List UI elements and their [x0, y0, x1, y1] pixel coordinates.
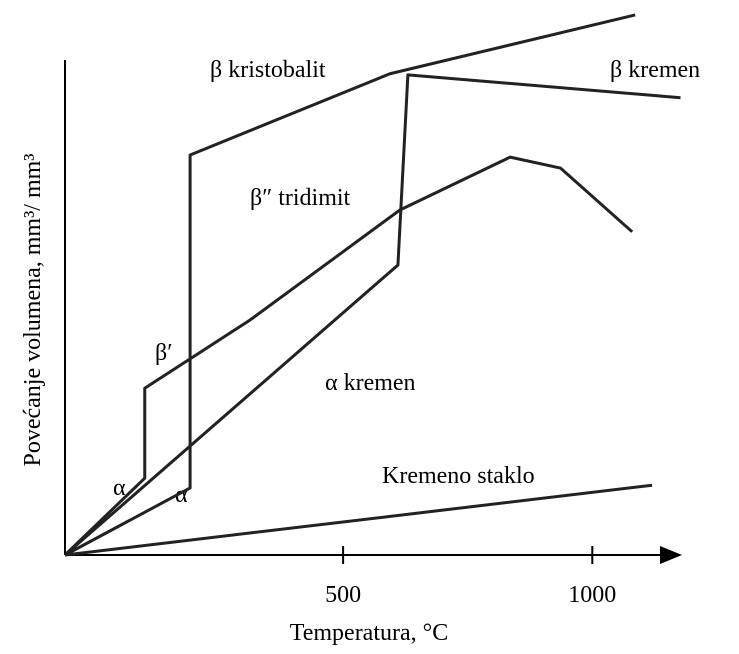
- x-axis-label: Temperatura, °C: [290, 620, 449, 646]
- x-tick-label: 1000: [568, 582, 616, 608]
- annotation: β kremen: [610, 57, 700, 83]
- annotation: α: [175, 482, 188, 508]
- annotation: Kremeno staklo: [382, 463, 535, 489]
- line: [63, 155, 634, 557]
- y-axis-label: Povećanje volumena, mm³/ mm³: [20, 154, 46, 467]
- annotation: β′: [155, 340, 172, 366]
- annotation: α kremen: [325, 370, 416, 396]
- x-tick-label: 500: [325, 582, 361, 608]
- line: [64, 13, 636, 557]
- line: [64, 73, 681, 557]
- line: [64, 483, 653, 557]
- annotation: α: [113, 475, 126, 501]
- annotation: β kristobalit: [210, 57, 326, 83]
- x-axis-arrow: [660, 546, 682, 564]
- annotation: β″ tridimit: [250, 185, 351, 211]
